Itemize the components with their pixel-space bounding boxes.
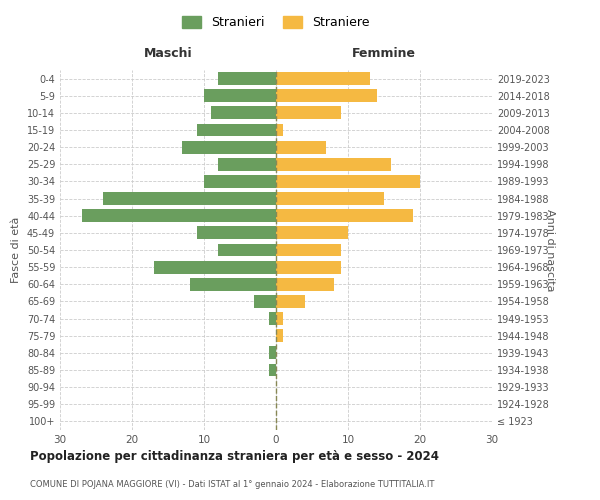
Bar	[276, 140, 326, 153]
Text: COMUNE DI POJANA MAGGIORE (VI) - Dati ISTAT al 1° gennaio 2024 - Elaborazione TU: COMUNE DI POJANA MAGGIORE (VI) - Dati IS…	[30, 480, 434, 489]
Y-axis label: Anni di nascita: Anni di nascita	[545, 209, 555, 291]
Bar	[276, 124, 283, 136]
Bar	[218, 244, 276, 256]
Bar	[190, 278, 276, 290]
Bar	[276, 226, 348, 239]
Text: Popolazione per cittadinanza straniera per età e sesso - 2024: Popolazione per cittadinanza straniera p…	[30, 450, 439, 463]
Bar	[276, 244, 341, 256]
Bar	[204, 175, 276, 188]
Bar	[218, 158, 276, 170]
Bar	[276, 330, 283, 342]
Bar	[103, 192, 276, 205]
Bar	[204, 90, 276, 102]
Legend: Stranieri, Straniere: Stranieri, Straniere	[178, 11, 374, 34]
Bar	[276, 192, 384, 205]
Bar	[276, 72, 370, 85]
Y-axis label: Fasce di età: Fasce di età	[11, 217, 21, 283]
Bar	[276, 295, 305, 308]
Text: Maschi: Maschi	[143, 46, 193, 60]
Bar	[197, 124, 276, 136]
Bar	[154, 260, 276, 274]
Bar	[218, 72, 276, 85]
Bar	[254, 295, 276, 308]
Bar	[276, 260, 341, 274]
Bar	[276, 158, 391, 170]
Bar	[269, 312, 276, 325]
Bar	[276, 175, 420, 188]
Bar	[276, 278, 334, 290]
Bar	[82, 210, 276, 222]
Bar	[211, 106, 276, 120]
Bar	[276, 210, 413, 222]
Bar	[197, 226, 276, 239]
Bar	[269, 346, 276, 360]
Bar	[269, 364, 276, 376]
Text: Femmine: Femmine	[352, 46, 416, 60]
Bar	[276, 106, 341, 120]
Bar	[276, 90, 377, 102]
Bar	[276, 312, 283, 325]
Bar	[182, 140, 276, 153]
